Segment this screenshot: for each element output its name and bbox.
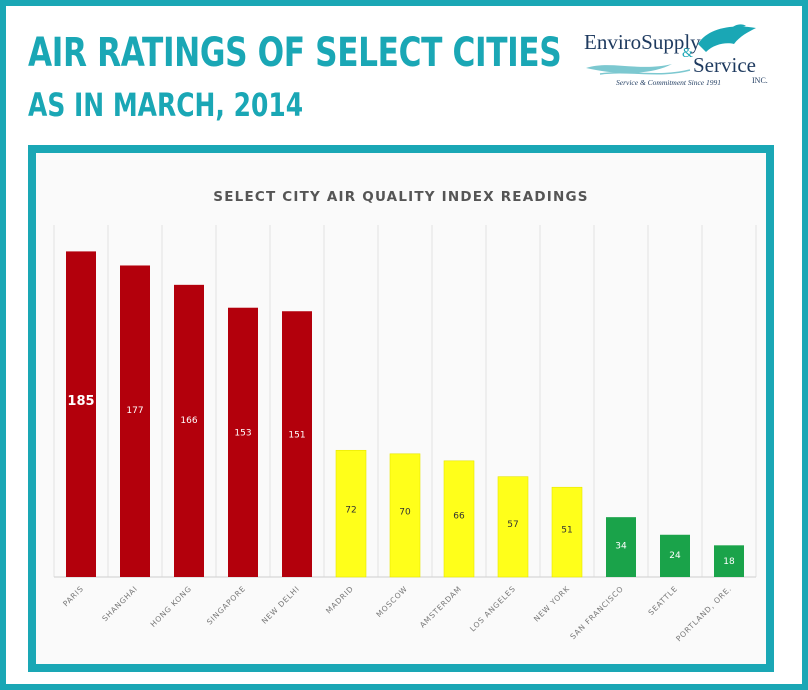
category-label: MADRID [324,584,355,615]
category-label: SAN FRANCISCO [568,584,625,641]
dolphin-icon [586,24,756,75]
company-logo: EnviroSupply & Service INC. Service & Co… [580,24,780,94]
bar [443,460,475,578]
air-quality-bar-chart: SELECT CITY AIR QUALITY INDEX READINGS 18… [53,189,757,643]
category-label: LOS ANGELES [468,584,517,633]
chart-title: SELECT CITY AIR QUALITY INDEX READINGS [213,189,588,205]
bar [174,284,204,577]
category-label: SEATTLE [646,584,679,617]
data-label: 34 [615,542,627,552]
data-label: 18 [723,557,735,567]
logo-suffix: INC. [752,76,768,85]
bar [389,453,421,578]
data-label: 24 [669,551,681,561]
bar [660,534,690,577]
bar [714,545,744,577]
page-title: AIR RATINGS OF SELECT CITIES [28,30,562,76]
category-label: NEW DELHI [260,584,302,626]
category-label: SHANGHAI [100,584,139,623]
logo-tagline: Service & Commitment Since 1991 [616,78,721,87]
bar [66,251,96,577]
data-label: 177 [126,406,143,416]
category-label: AMSTERDAM [418,584,463,629]
logo-name-line2: Service [693,53,756,77]
data-label: 185 [67,394,94,409]
bar [497,476,529,578]
data-label: 153 [234,429,251,439]
chart-container: SELECT CITY AIR QUALITY INDEX READINGS 18… [28,145,774,672]
category-label: HONG KONG [149,584,194,629]
bar [228,307,258,577]
logo-name-line1: EnviroSupply [584,30,701,54]
data-label: 70 [399,507,411,517]
bar [335,449,367,578]
data-label: 51 [561,526,572,536]
bar [282,311,312,577]
data-label: 166 [180,416,197,426]
bar [551,486,583,578]
category-label: PORTLAND, ORE. [674,584,733,643]
category-label: NEW YORK [532,584,572,624]
data-label: 151 [288,430,305,440]
data-label: 72 [345,506,356,516]
bar [120,265,150,577]
page-subtitle: AS IN MARCH, 2014 [28,86,304,124]
bar [606,517,636,577]
category-label: SINGAPORE [205,584,248,627]
data-label: 57 [507,520,518,530]
category-label: MOSCOW [374,584,409,619]
logo-ampersand: & [682,46,693,61]
data-label: 66 [453,511,465,521]
category-label: PARIS [61,584,85,608]
